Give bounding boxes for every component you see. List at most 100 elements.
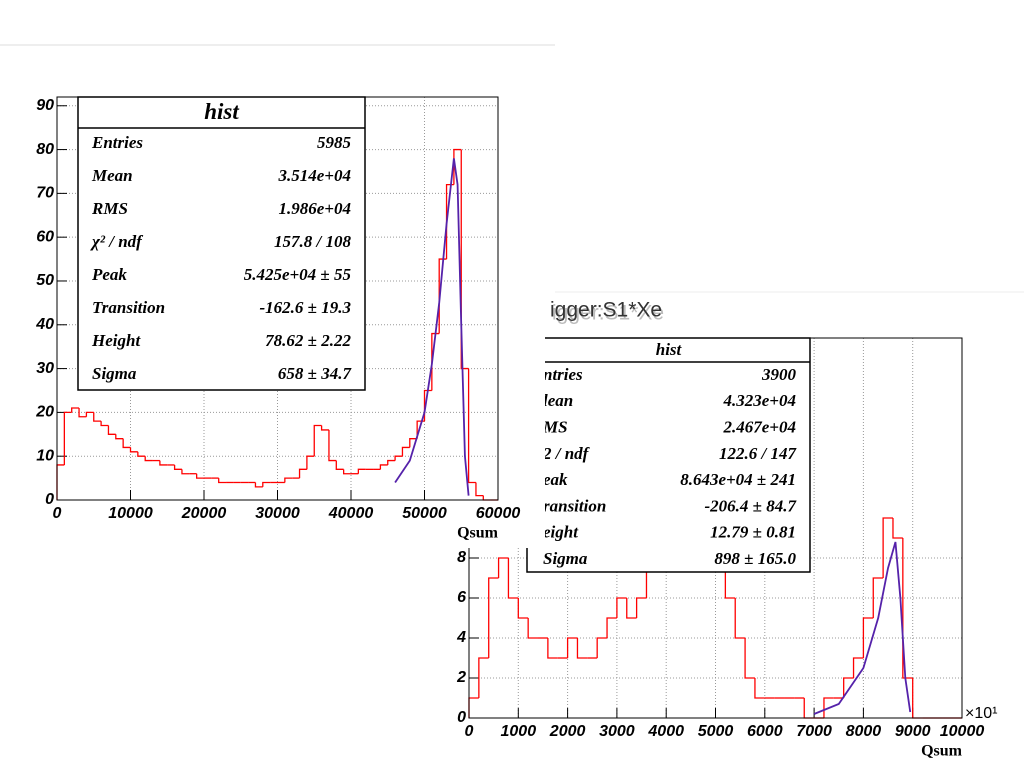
histogram-bin: [357, 468, 366, 474]
histogram-bin: [159, 460, 168, 466]
stats-value: 5985: [317, 133, 352, 152]
y-tick-label: 90: [36, 97, 54, 114]
y-tick-label: 0: [45, 491, 54, 508]
histogram-bin: [320, 425, 329, 431]
stats-value: 12.79 ± 0.81: [710, 523, 796, 542]
histogram-bin: [107, 425, 116, 435]
y-tick-label: 0: [457, 709, 466, 726]
stats-value: 157.8 / 108: [274, 232, 351, 251]
y-tick-label: 40: [35, 316, 54, 333]
x-tick-label: 10000: [108, 505, 153, 522]
x-multiplier: ×10¹: [965, 705, 997, 722]
y-tick-label: 10: [36, 447, 54, 464]
x-tick-label: 50000: [402, 505, 447, 522]
histogram-bin: [115, 434, 124, 440]
histogram-bin: [460, 149, 469, 370]
x-tick-label: 30000: [255, 505, 300, 522]
histogram-bin: [734, 598, 746, 639]
histogram-bin: [85, 411, 94, 417]
stats-title: hist: [204, 99, 239, 124]
x-tick-label: 60000: [476, 505, 521, 522]
histogram-bin: [616, 597, 627, 618]
histogram-bin: [93, 412, 102, 422]
x-tick-label: 4000: [647, 723, 684, 740]
histogram-bin: [137, 451, 146, 457]
histogram-bin: [262, 481, 271, 487]
x-tick-label: 5000: [698, 723, 734, 740]
stats-label: eak: [543, 470, 568, 489]
stats-value: -162.6 ± 19.3: [260, 298, 352, 317]
stats-label: eight: [543, 523, 579, 542]
y-tick-label: 30: [36, 360, 54, 377]
histogram-bin: [181, 469, 190, 475]
stats-label: RMS: [91, 199, 128, 218]
stats-label: ntries: [543, 365, 583, 384]
chart-1: 0 10000 20000 30000 40000 50000 60000 0 10 20 30 40…: [35, 96, 521, 542]
y-tick-label: 8: [457, 549, 466, 566]
histogram-bin: [409, 438, 418, 448]
stats-value: 658 ± 34.7: [278, 364, 353, 383]
x-tick-label: 10000: [940, 723, 985, 740]
stats-value: 4.323e+04: [723, 391, 796, 410]
histogram-bin: [576, 638, 588, 659]
stats-label: Sigma: [92, 364, 137, 383]
histogram-bin: [431, 332, 440, 391]
stats-value: -206.4 ± 84.7: [705, 496, 798, 515]
histogram-bin: [144, 456, 153, 462]
stats-value: 2.467e+04: [723, 418, 796, 437]
histogram-bin: [63, 411, 72, 465]
stats-title: hist: [656, 340, 683, 359]
stats-label: MS: [542, 418, 568, 437]
histogram-bin: [635, 597, 647, 618]
stats-label: Height: [91, 331, 141, 350]
stats-value: 78.62 ± 2.22: [265, 331, 351, 350]
histogram-bin: [394, 455, 403, 461]
histogram-bin: [298, 468, 307, 479]
histogram-bin: [284, 477, 293, 483]
histogram-bin: [100, 421, 109, 427]
histogram-bin: [547, 638, 558, 659]
stats-value: 898 ± 165.0: [714, 549, 796, 568]
x-tick-label: 1000: [501, 723, 537, 740]
histogram-bin: [507, 558, 519, 599]
histogram-bin: [71, 407, 80, 413]
histogram-bin: [122, 438, 131, 449]
x-tick-label: 8000: [846, 723, 882, 740]
histogram-bin: [892, 518, 903, 539]
histogram-bin: [823, 697, 834, 718]
histogram-bin: [218, 478, 227, 484]
y-tick-label: 2: [456, 669, 466, 686]
fit-curve: [394, 158, 470, 496]
x-tick-label: 0: [465, 723, 474, 740]
x-axis-label: Qsum: [921, 743, 963, 760]
chart-2: igger:S1*Xe igger:S1*Xe 0 1000 2000 3000 400…: [456, 299, 997, 760]
x-tick-label: 6000: [747, 723, 783, 740]
y-tick-label: 50: [36, 272, 54, 289]
histogram-bin: [882, 517, 893, 578]
x-tick-label: 7000: [796, 723, 832, 740]
histogram-bin: [744, 638, 755, 679]
histogram-bin: [401, 446, 410, 457]
y-tick-label: 60: [36, 228, 54, 245]
fit-curve: [813, 541, 912, 715]
stats-value: 122.6 / 147: [719, 444, 797, 463]
histogram-bin: [328, 429, 337, 462]
stats-label: Sigma: [543, 549, 588, 568]
histogram-bin: [497, 557, 509, 578]
stats-label: Peak: [91, 265, 127, 284]
histogram-bin: [872, 577, 884, 618]
histogram-bin: [754, 678, 765, 699]
histogram-bin: [129, 447, 138, 453]
histogram-bin: [467, 368, 476, 484]
histogram-bin: [78, 408, 87, 418]
histogram-bin: [862, 617, 874, 658]
y-tick-label: 20: [35, 404, 54, 421]
histogram-bin: [843, 677, 854, 698]
histogram-bin: [488, 577, 499, 658]
histogram-bin: [379, 464, 388, 470]
stats-label: Transition: [92, 298, 165, 317]
histogram-bin: [196, 473, 204, 479]
histogram-bin: [596, 637, 608, 658]
histogram-bin: [387, 459, 396, 465]
